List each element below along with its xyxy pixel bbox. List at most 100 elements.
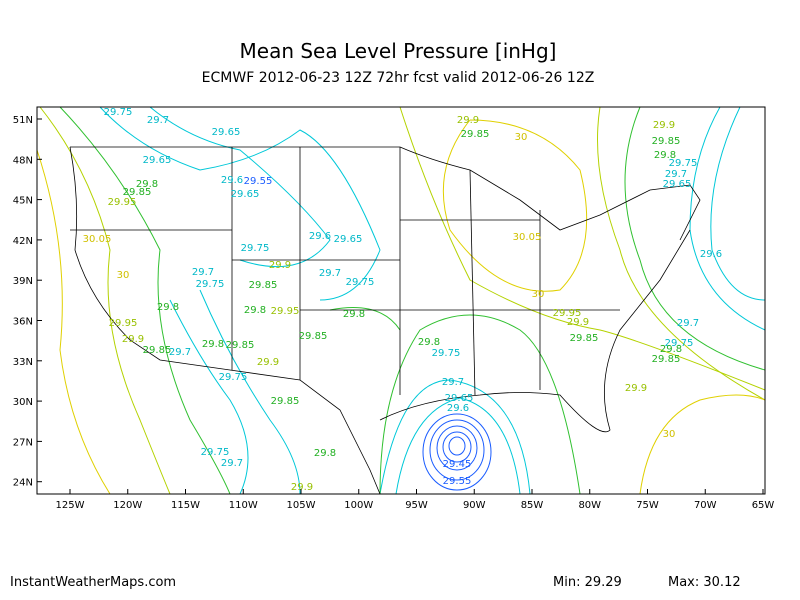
contour-label: 29.8 xyxy=(244,305,266,316)
contour-label: 29.7 xyxy=(169,347,191,358)
contour-label: 29.65 xyxy=(334,234,363,245)
contour-label: 29.6 xyxy=(309,231,331,242)
contour-label: 29.7 xyxy=(677,318,699,329)
lon-label: 115W xyxy=(171,500,200,511)
contour-label: 29.7 xyxy=(221,458,243,469)
contour-label: 29.7 xyxy=(319,268,341,279)
contour-label: 29.8 xyxy=(343,309,365,320)
contour-label: 29.75 xyxy=(346,277,375,288)
contour-label: 29.85 xyxy=(570,333,599,344)
lat-label: 30N xyxy=(13,397,33,408)
contour-label: 29.65 xyxy=(212,127,241,138)
lat-label: 48N xyxy=(13,155,33,166)
contour-label: 29.8 xyxy=(418,337,440,348)
contour-label: 29.75 xyxy=(432,348,461,359)
contours xyxy=(36,106,766,495)
contour-label: 29.65 xyxy=(231,189,260,200)
lon-label: 105W xyxy=(287,500,316,511)
lat-label: 24N xyxy=(13,478,33,489)
axes: 51N 48N 45N 42N 39N 36N 33N 30N 27N 24N 125W 120W 11… xyxy=(13,115,775,511)
lat-label: 51N xyxy=(13,115,33,126)
contour-label: 29.45 xyxy=(443,459,472,470)
lat-label: 39N xyxy=(13,276,33,287)
contour-label: 29.65 xyxy=(663,179,692,190)
contour-label: 29.8 xyxy=(654,150,676,161)
contour-label: 30 xyxy=(117,270,130,281)
contour-label: 29.9 xyxy=(257,357,279,368)
contour-label: 29.9 xyxy=(122,334,144,345)
contour-label: 29.8 xyxy=(202,339,224,350)
lat-label: 33N xyxy=(13,357,33,368)
contour-label: 30 xyxy=(663,429,676,440)
contour-label: 29.75 xyxy=(241,243,270,254)
contour-label: 30.05 xyxy=(83,234,112,245)
contour-label: 29.85 xyxy=(143,345,172,356)
contour-label: 29.85 xyxy=(461,129,490,140)
contour-label: 29.8 xyxy=(660,344,682,355)
contour-label: 29.7 xyxy=(192,267,214,278)
contour-label: 29.9 xyxy=(457,115,479,126)
contour-label: 29.9 xyxy=(653,120,675,131)
contour-label: 29.75 xyxy=(219,372,248,383)
contour-label: 29.85 xyxy=(652,354,681,365)
lat-label: 42N xyxy=(13,236,33,247)
lon-label: 120W xyxy=(113,500,142,511)
lon-label: 110W xyxy=(229,500,258,511)
contour-label: 29.55 xyxy=(244,176,273,187)
contour-label: 29.7 xyxy=(442,377,464,388)
lon-label: 80W xyxy=(578,500,601,511)
title: Mean Sea Level Pressure [inHg] xyxy=(240,39,557,63)
lon-label: 85W xyxy=(521,500,544,511)
contour-label: 29.8 xyxy=(136,179,158,190)
lat-label: 27N xyxy=(13,437,33,448)
lon-label: 65W xyxy=(752,500,775,511)
contour-label: 29.55 xyxy=(443,476,472,487)
lon-label: 70W xyxy=(694,500,717,511)
lon-label: 125W xyxy=(56,500,85,511)
contour-label: 29.9 xyxy=(625,383,647,394)
contour-label: 29.95 xyxy=(553,308,582,319)
contour-label: 29.85 xyxy=(652,136,681,147)
contour-label: 29.6 xyxy=(447,403,469,414)
contour-label: 29.95 xyxy=(271,306,300,317)
lon-label: 90W xyxy=(463,500,486,511)
contour-label: 29.9 xyxy=(269,260,291,271)
contour-label: 29.8 xyxy=(157,302,179,313)
contour-label: 29.6 xyxy=(700,249,722,260)
lat-label: 36N xyxy=(13,317,33,328)
contour-label: 29.9 xyxy=(567,317,589,328)
lon-label: 75W xyxy=(636,500,659,511)
lat-label: 45N xyxy=(13,196,33,207)
contour-label: 30 xyxy=(515,132,528,143)
contour-label: 29.9 xyxy=(291,482,313,493)
contour-label: 29.85 xyxy=(123,187,152,198)
contour-label: 29.65 xyxy=(143,155,172,166)
contour-label: 29.75 xyxy=(669,158,698,169)
contour-label: 29.65 xyxy=(445,393,474,404)
max-value: Max: 30.12 xyxy=(668,575,741,590)
contour-label: 30.05 xyxy=(513,232,542,243)
contour-label: 29.95 xyxy=(108,197,137,208)
contour-label: 29.6 xyxy=(221,175,243,186)
contour-label: 29.75 xyxy=(201,447,230,458)
contour-label: 29.75 xyxy=(104,107,133,118)
contour-label: 29.85 xyxy=(249,280,278,291)
contour-label: 29.85 xyxy=(299,331,328,342)
contour-label: 29.75 xyxy=(196,279,225,290)
contour-label: 29.7 xyxy=(147,115,169,126)
source: InstantWeatherMaps.com xyxy=(10,575,176,590)
contour-label: 30 xyxy=(532,289,545,300)
contour-label: 29.85 xyxy=(271,396,300,407)
subtitle: ECMWF 2012-06-23 12Z 72hr fcst valid 201… xyxy=(202,70,595,86)
lon-label: 100W xyxy=(344,500,373,511)
contour-label: 29.85 xyxy=(226,340,255,351)
contour-label: 29.75 xyxy=(665,338,694,349)
contour-label: 29.8 xyxy=(314,448,336,459)
min-value: Min: 29.29 xyxy=(553,575,622,590)
contour-label: 29.95 xyxy=(109,318,138,329)
boundaries xyxy=(69,146,701,495)
